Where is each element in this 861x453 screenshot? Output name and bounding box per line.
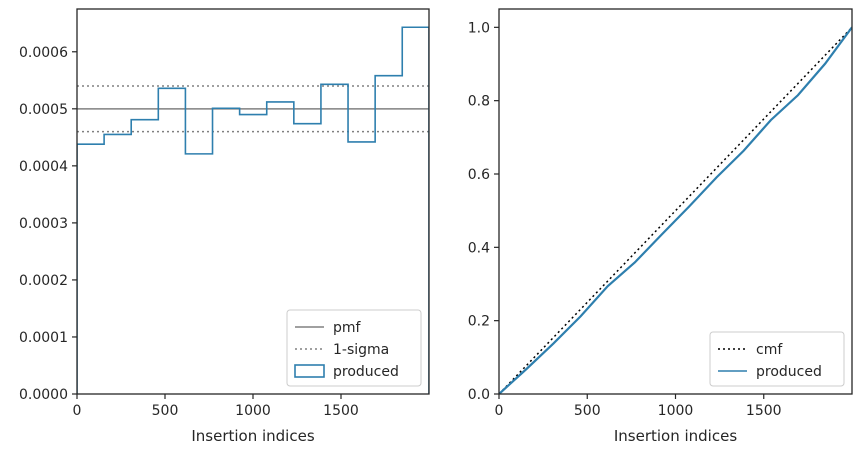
y-tick-label: 0.0003 (19, 216, 68, 232)
y-tick-label: 0.0002 (19, 273, 68, 289)
legend-label-cmf: cmf (756, 342, 783, 358)
x-axis-label: Insertion indices (191, 427, 314, 445)
legend: pmf 1-sigma produced (286, 309, 422, 387)
y-tick-label: 0.4 (468, 240, 490, 256)
histogram-step-produced (77, 26, 429, 394)
x-tick-label: 500 (574, 403, 601, 419)
y-tick-label: 0.8 (468, 94, 490, 110)
legend-box (709, 331, 845, 387)
y-tick-label: 1.0 (468, 20, 490, 36)
y-tick-label: 0.0006 (19, 45, 68, 61)
y-tick-label: 0.2 (468, 314, 490, 330)
x-tick-label: 0 (73, 403, 82, 419)
left-chart-histogram: 0 500 1000 1500 0.0000 0.0001 0.0002 0.0003 0.00… (19, 8, 430, 445)
legend-box (286, 309, 422, 387)
x-tick-label: 1500 (323, 403, 359, 419)
series-line-produced (499, 26, 852, 394)
legend-label-produced: produced (756, 364, 822, 380)
y-tick-label: 0.0005 (19, 102, 68, 118)
y-tick-label: 0.0000 (19, 387, 68, 403)
legend: cmf produced (709, 331, 845, 387)
legend-label-1-sigma: 1-sigma (333, 342, 389, 358)
y-tick-label: 0.0 (468, 387, 490, 403)
plot-area (77, 26, 429, 394)
y-tick-label: 0.0001 (19, 330, 68, 346)
x-tick-label: 1500 (746, 403, 782, 419)
legend-label-pmf: pmf (333, 320, 362, 336)
legend-swatch-produced (294, 364, 325, 378)
right-chart-cumulative: 0 500 1000 1500 0.0 0.2 0.4 0.6 0.8 1.0 Insertion … (468, 8, 853, 445)
legend-label-produced: produced (333, 364, 399, 380)
x-tick-label: 1000 (658, 403, 694, 419)
y-tick-label: 0.6 (468, 167, 490, 183)
plot-area (499, 26, 852, 394)
x-tick-label: 500 (152, 403, 179, 419)
x-tick-label: 0 (495, 403, 504, 419)
x-tick-label: 1000 (235, 403, 271, 419)
y-tick-label: 0.0004 (19, 159, 68, 175)
x-axis-label: Insertion indices (614, 427, 737, 445)
